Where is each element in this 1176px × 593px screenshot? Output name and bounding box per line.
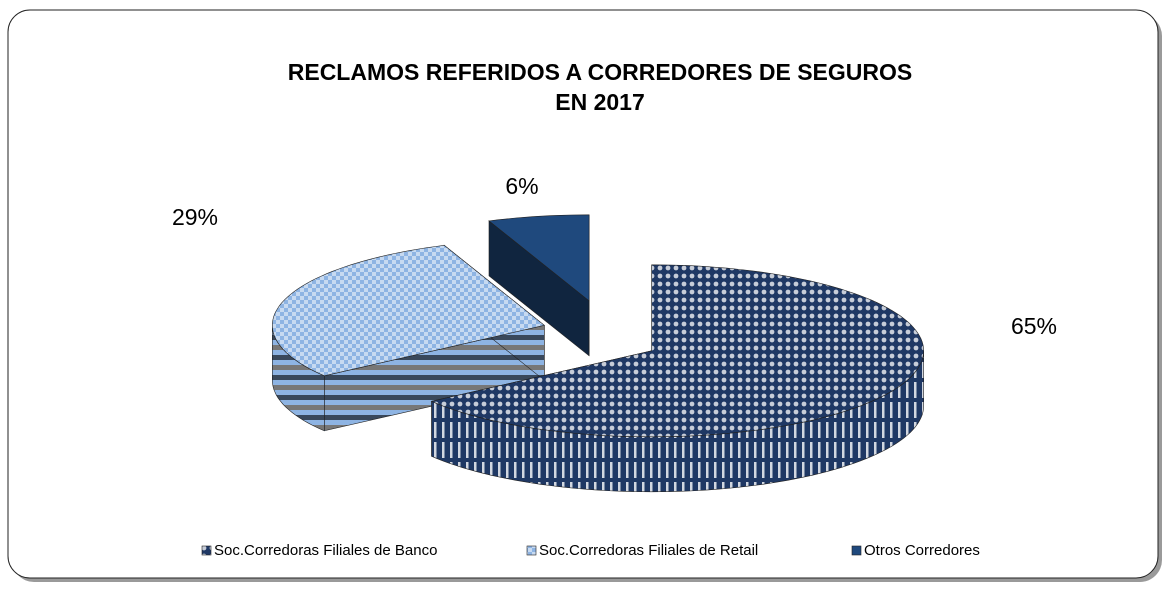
- legend-marker: [201, 545, 212, 556]
- legend-label: Otros Corredores: [864, 542, 980, 559]
- legend-label: Soc.Corredoras Filiales de Banco: [214, 542, 437, 559]
- chart-title: RECLAMOS REFERIDOS A CORREDORES DE SEGUR…: [288, 59, 912, 85]
- legend-marker: [526, 545, 537, 556]
- chart-title: EN 2017: [555, 89, 645, 115]
- data-label: 29%: [172, 204, 218, 230]
- data-label: 65%: [1011, 313, 1057, 339]
- pie-slice: [271, 244, 545, 432]
- slice-top: [271, 244, 545, 377]
- legend-marker: [851, 545, 862, 556]
- slice-top: [430, 264, 925, 438]
- data-label: 6%: [505, 173, 538, 199]
- pie-slice: [430, 264, 925, 493]
- slice-top: [488, 214, 590, 302]
- legend-label: Soc.Corredoras Filiales de Retail: [539, 542, 758, 559]
- pie-slice: [488, 214, 590, 357]
